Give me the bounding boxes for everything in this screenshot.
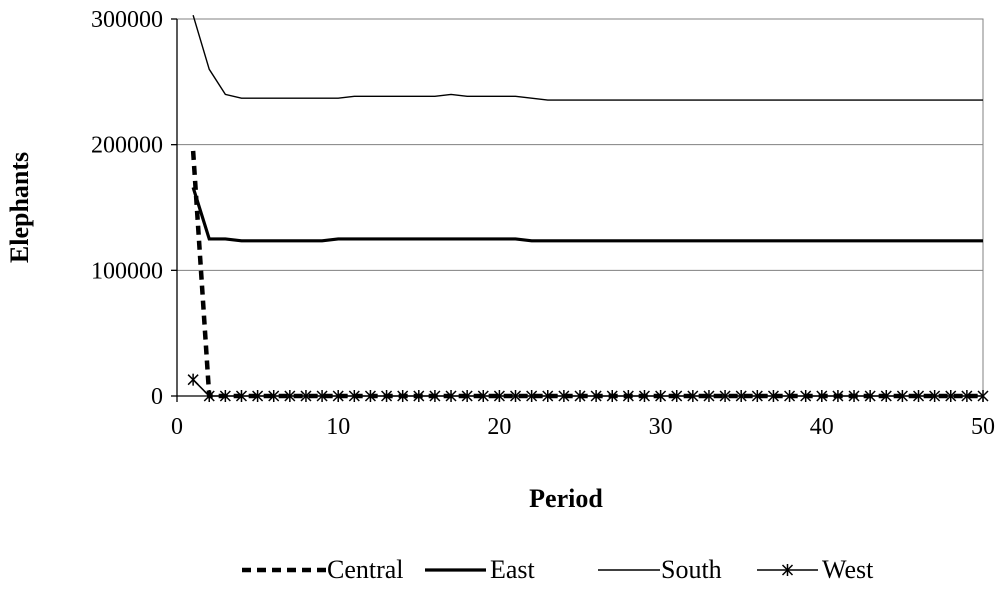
data-point-west-34: [719, 390, 731, 402]
data-point-west-26: [590, 390, 602, 402]
data-point-west-49: [961, 390, 973, 402]
data-point-west-15: [413, 390, 425, 402]
x-tick-label-0: 0: [171, 414, 183, 440]
data-point-west-24: [558, 390, 570, 402]
legend-label-west: West: [822, 555, 874, 584]
data-point-west-21: [509, 390, 522, 402]
y-tick-label-300000: 300000: [91, 7, 163, 33]
legend-item-south: South: [598, 555, 722, 584]
data-point-west-19: [477, 390, 489, 402]
y-tick-label-100000: 100000: [91, 258, 163, 284]
y-tick-label-200000: 200000: [91, 133, 163, 159]
data-point-west-33: [703, 390, 715, 402]
data-point-west-9: [316, 390, 328, 402]
legend-label-east: East: [490, 555, 536, 584]
data-point-west-17: [445, 390, 457, 402]
x-axis-title: Period: [529, 484, 603, 513]
series-markers-west: [187, 373, 989, 402]
axes: [171, 18, 984, 402]
data-point-west-10: [332, 390, 344, 402]
data-point-west-25: [574, 390, 586, 402]
legend: Central East South West: [242, 555, 874, 584]
tick-labels: 0 100000 200000 300000 0 10 20 30 40 50: [91, 7, 995, 440]
x-tick-label-20: 20: [487, 414, 511, 440]
data-point-west-18: [461, 390, 473, 402]
legend-marker-west: [781, 564, 794, 576]
data-point-west-3: [219, 390, 231, 402]
data-point-west-36: [751, 390, 763, 402]
series-line-central: [190, 150, 983, 399]
y-axis-title: Elephants: [5, 152, 34, 263]
data-point-west-6: [268, 390, 280, 402]
plot-area-frame: [176, 18, 984, 397]
data-point-west-45: [896, 390, 908, 402]
data-point-west-31: [671, 390, 683, 402]
legend-label-south: South: [661, 555, 722, 584]
legend-item-central: Central: [242, 555, 404, 584]
data-point-west-38: [784, 390, 796, 402]
data-point-west-20: [493, 390, 505, 402]
x-tick-label-50: 50: [971, 414, 995, 440]
data-point-west-23: [542, 390, 554, 402]
data-point-west-27: [606, 390, 618, 402]
data-point-west-7: [284, 390, 296, 402]
data-point-west-11: [348, 390, 360, 402]
data-point-west-29: [638, 390, 651, 402]
legend-label-central: Central: [327, 555, 404, 584]
data-point-west-50: [977, 390, 989, 402]
data-point-west-30: [655, 390, 667, 402]
data-point-west-28: [622, 390, 634, 402]
data-point-west-32: [687, 390, 699, 402]
data-point-west-35: [735, 390, 747, 402]
data-point-west-16: [429, 390, 441, 402]
series-group: [187, 15, 989, 402]
legend-item-east: East: [425, 555, 536, 584]
data-point-west-8: [300, 390, 312, 402]
x-tick-label-30: 30: [649, 414, 673, 440]
y-tick-label-0: 0: [151, 384, 163, 410]
data-point-west-1: [187, 373, 199, 386]
data-point-west-5: [252, 390, 264, 402]
data-point-west-43: [864, 390, 876, 402]
x-tick-label-40: 40: [810, 414, 834, 440]
data-point-west-44: [880, 390, 892, 402]
data-point-west-22: [526, 390, 538, 402]
data-point-west-42: [848, 390, 860, 402]
data-point-west-14: [397, 390, 409, 402]
data-point-west-46: [912, 390, 925, 402]
data-point-west-40: [816, 390, 828, 402]
data-point-west-4: [235, 390, 248, 402]
data-point-west-48: [945, 390, 957, 402]
x-tick-label-10: 10: [326, 414, 350, 440]
data-point-west-13: [381, 390, 393, 402]
data-point-west-12: [364, 390, 376, 402]
data-point-west-39: [800, 390, 812, 402]
gridlines: [177, 18, 983, 271]
series-line-west: [192, 379, 983, 397]
data-point-west-37: [767, 390, 779, 402]
series-line-east: [191, 186, 983, 243]
data-point-west-47: [929, 390, 941, 402]
data-point-west-41: [832, 390, 844, 402]
legend-item-west: West: [757, 555, 874, 584]
series-line-south: [192, 15, 983, 101]
data-point-west-2: [203, 390, 215, 402]
